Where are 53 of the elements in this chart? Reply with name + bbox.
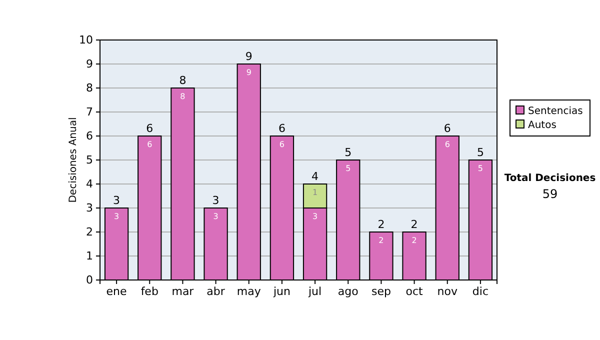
x-tick-label: may	[236, 284, 262, 298]
y-tick-label: 9	[86, 58, 93, 71]
total-label: 9	[245, 50, 252, 63]
x-tick-label: ago	[338, 284, 359, 298]
data-label: 6	[147, 140, 152, 149]
y-tick-label: 8	[86, 82, 93, 95]
x-tick-label: feb	[140, 284, 158, 298]
x-tick-label: nov	[437, 284, 458, 298]
y-tick-label: 0	[86, 274, 93, 287]
y-tick-label: 4	[86, 178, 93, 191]
legend-label: Autos	[528, 120, 556, 131]
data-label: 8	[180, 92, 186, 101]
data-label: 6	[444, 140, 450, 149]
data-label: 2	[412, 236, 417, 245]
x-tick-label: ene	[106, 284, 128, 298]
data-label: 5	[478, 164, 484, 173]
x-tick-label: oct	[406, 284, 424, 298]
data-label: 9	[246, 68, 252, 77]
total-label: 5	[476, 146, 484, 159]
total-label: 4	[312, 170, 319, 183]
total-label: 6	[146, 122, 154, 135]
y-tick-label: 5	[86, 154, 93, 167]
total-label: 3	[113, 194, 120, 207]
y-tick-label: 3	[86, 202, 93, 215]
data-label: 1	[312, 188, 318, 197]
x-tick-label: jun	[272, 284, 290, 298]
x-tick-label: dic	[472, 284, 489, 298]
data-label: 3	[312, 212, 318, 221]
y-tick-label: 1	[86, 250, 93, 263]
text: 59	[542, 187, 558, 201]
x-tick-label: sep	[371, 284, 391, 298]
y-tick-label: 10	[79, 34, 93, 47]
legend-label: Sentencias	[528, 106, 583, 117]
y-axis-title: Decisiones Anual	[68, 117, 79, 203]
total-label: 2	[378, 218, 385, 231]
total-label: 2	[410, 218, 418, 231]
total-label: 6	[278, 122, 286, 135]
x-tick-label: jul	[307, 284, 322, 298]
y-tick-label: 7	[86, 106, 93, 119]
data-label: 3	[213, 212, 218, 221]
data-label: 2	[378, 236, 384, 245]
x-tick-label: abr	[206, 284, 226, 298]
y-tick-label: 6	[86, 130, 93, 143]
total-label: 8	[179, 74, 186, 87]
total-label: 6	[444, 122, 451, 135]
y-tick-label: 2	[86, 226, 93, 239]
data-label: 3	[114, 212, 120, 221]
data-label: 6	[279, 140, 285, 149]
total-label: 5	[344, 146, 352, 159]
text: Total Decisiones	[504, 173, 596, 184]
x-tick-label: mar	[172, 284, 194, 298]
data-label: 5	[346, 164, 351, 173]
total-label: 3	[212, 194, 220, 207]
